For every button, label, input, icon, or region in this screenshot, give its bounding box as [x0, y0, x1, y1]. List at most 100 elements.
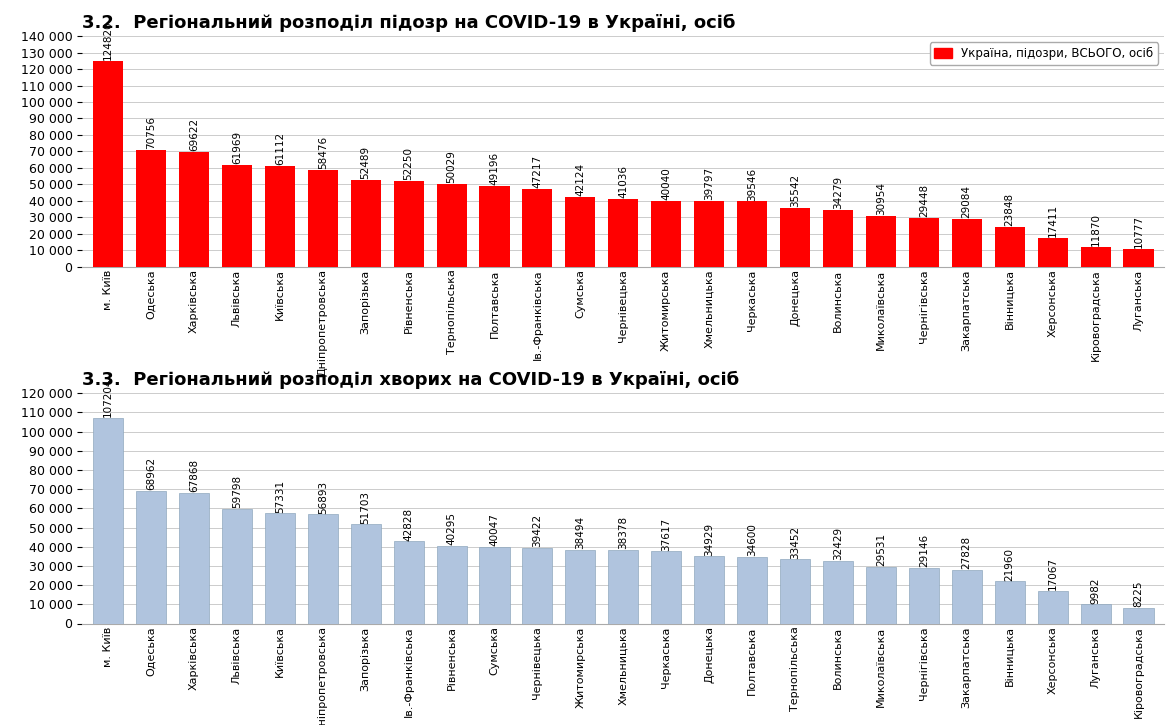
Bar [608, 550, 639, 624]
Bar [951, 570, 982, 624]
Text: 51703: 51703 [361, 491, 370, 523]
Bar [694, 201, 724, 267]
Text: 8225: 8225 [1134, 581, 1143, 607]
Text: 27828: 27828 [962, 536, 971, 569]
Bar [737, 202, 767, 267]
Bar [780, 559, 810, 624]
Text: 50029: 50029 [447, 150, 456, 183]
Bar [694, 557, 724, 624]
Text: 29531: 29531 [876, 533, 886, 566]
Bar [866, 215, 896, 267]
Bar [394, 181, 423, 267]
Bar [652, 201, 681, 267]
Bar [308, 514, 338, 624]
Text: 56893: 56893 [318, 481, 328, 513]
Text: 49196: 49196 [489, 152, 500, 185]
Bar [480, 186, 509, 267]
Bar [179, 152, 209, 267]
Text: 42124: 42124 [575, 163, 586, 196]
Text: 42828: 42828 [403, 507, 414, 541]
Bar [1081, 247, 1110, 267]
Bar [995, 581, 1024, 624]
Text: 30954: 30954 [876, 182, 886, 215]
Bar [350, 181, 381, 267]
Text: 38378: 38378 [619, 516, 628, 549]
Text: 32429: 32429 [833, 527, 843, 560]
Legend: Україна, підозри, ВСЬОГО, осіб: Україна, підозри, ВСЬОГО, осіб [929, 42, 1158, 65]
Text: 61969: 61969 [232, 130, 242, 164]
Bar [436, 184, 467, 267]
Text: 34600: 34600 [747, 523, 757, 556]
Text: 39546: 39546 [747, 167, 757, 201]
Text: 40295: 40295 [447, 513, 456, 545]
Text: 67868: 67868 [189, 460, 199, 492]
Bar [737, 557, 767, 624]
Text: 38494: 38494 [575, 515, 586, 549]
Text: 40040: 40040 [661, 167, 671, 199]
Text: 34279: 34279 [833, 176, 843, 210]
Bar [1123, 608, 1154, 624]
Bar [566, 197, 595, 267]
Bar [136, 150, 166, 267]
Bar [222, 165, 252, 267]
Bar [308, 170, 338, 267]
Bar [265, 166, 295, 267]
Text: 10777: 10777 [1134, 215, 1143, 248]
Bar [394, 542, 423, 624]
Text: 47217: 47217 [533, 154, 542, 188]
Text: 3.2.  Регіональний розподіл підозр на COVID-19 в Україні, осіб: 3.2. Регіональний розподіл підозр на COV… [82, 14, 736, 32]
Text: 29084: 29084 [962, 185, 971, 218]
Text: 57331: 57331 [275, 479, 285, 513]
Bar [823, 561, 853, 624]
Text: 61112: 61112 [275, 132, 285, 165]
Bar [909, 568, 938, 624]
Text: 29448: 29448 [918, 184, 929, 217]
Text: 58476: 58476 [318, 136, 328, 170]
Bar [1037, 238, 1068, 267]
Text: 39797: 39797 [704, 167, 714, 200]
Bar [866, 567, 896, 624]
Bar [1123, 249, 1154, 267]
Text: 70756: 70756 [146, 116, 156, 149]
Text: 52250: 52250 [403, 146, 414, 180]
Text: 34929: 34929 [704, 523, 714, 555]
Text: 21960: 21960 [1004, 547, 1015, 581]
Text: 69622: 69622 [189, 118, 199, 151]
Text: 3.3.  Регіональний розподіл хворих на COVID-19 в Україні, осіб: 3.3. Регіональний розподіл хворих на COV… [82, 370, 740, 389]
Text: 17067: 17067 [1048, 557, 1057, 590]
Bar [522, 548, 553, 624]
Bar [93, 61, 123, 267]
Bar [350, 524, 381, 624]
Bar [995, 228, 1024, 267]
Text: 52489: 52489 [361, 146, 370, 179]
Text: 17411: 17411 [1048, 204, 1057, 237]
Bar [93, 418, 123, 624]
Text: 68962: 68962 [146, 457, 156, 490]
Text: 35542: 35542 [790, 174, 800, 207]
Text: 39422: 39422 [533, 514, 542, 547]
Bar [522, 189, 553, 267]
Bar [951, 219, 982, 267]
Text: 9982: 9982 [1090, 577, 1101, 604]
Text: 37617: 37617 [661, 518, 671, 550]
Bar [265, 513, 295, 624]
Bar [179, 493, 209, 624]
Text: 23848: 23848 [1004, 193, 1015, 226]
Bar [222, 509, 252, 624]
Text: 107204: 107204 [103, 378, 113, 417]
Bar [823, 210, 853, 267]
Bar [566, 550, 595, 624]
Bar [608, 199, 639, 267]
Bar [1081, 605, 1110, 624]
Text: 59798: 59798 [232, 475, 242, 508]
Text: 29146: 29146 [918, 534, 929, 567]
Bar [909, 218, 938, 267]
Text: 41036: 41036 [619, 165, 628, 198]
Bar [136, 491, 166, 624]
Bar [1037, 591, 1068, 624]
Bar [436, 546, 467, 624]
Bar [652, 551, 681, 624]
Bar [780, 208, 810, 267]
Bar [480, 547, 509, 624]
Text: 11870: 11870 [1090, 213, 1101, 246]
